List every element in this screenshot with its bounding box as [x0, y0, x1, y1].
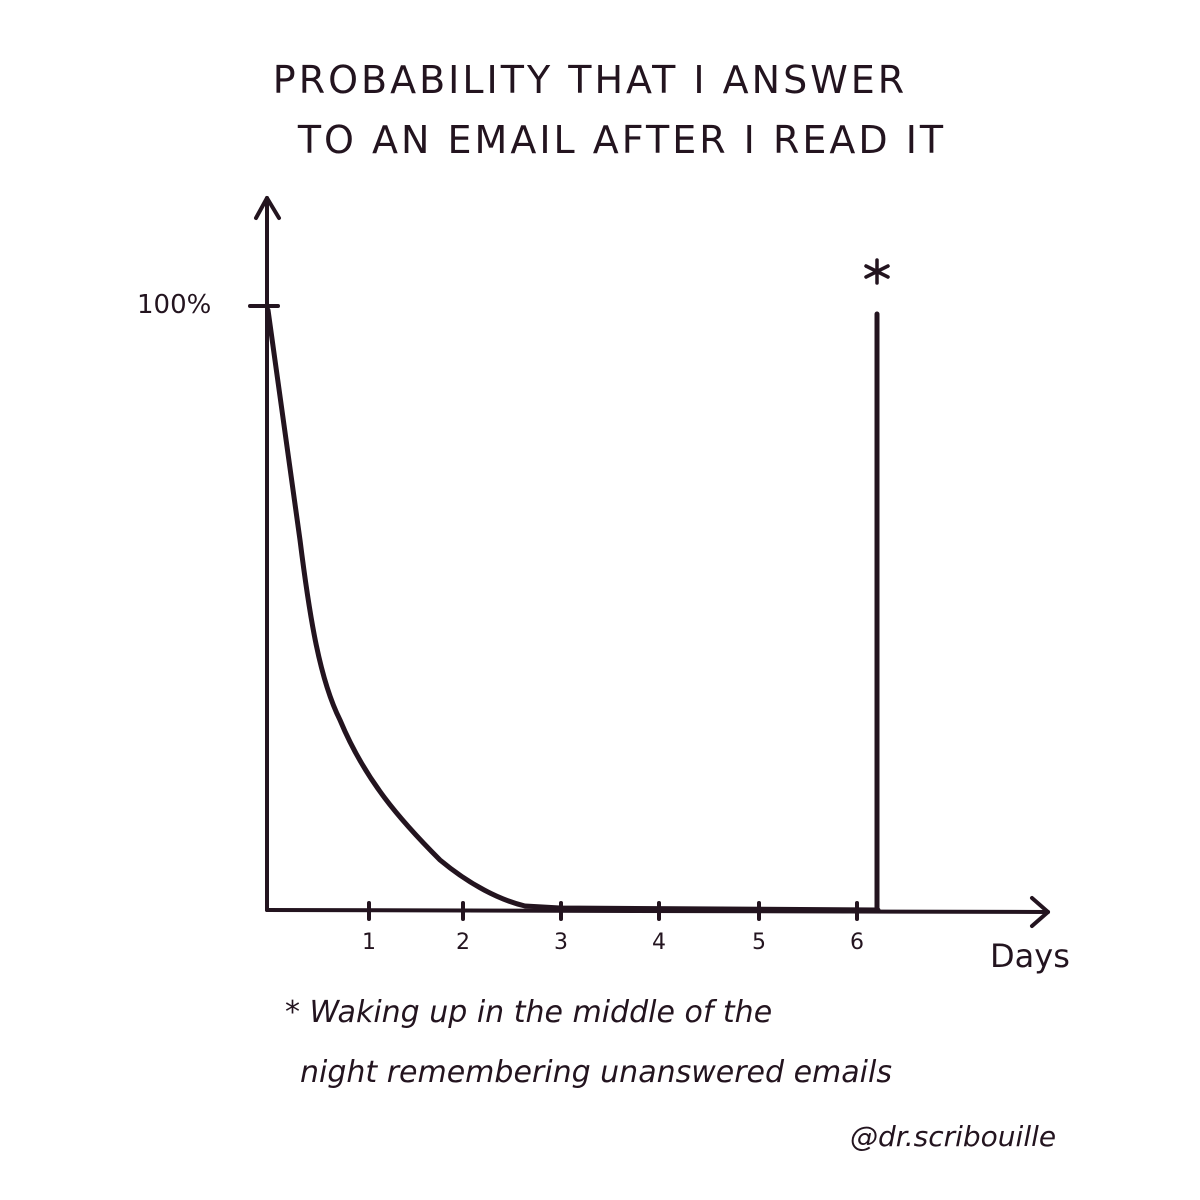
x-axis-arrow-icon: [1030, 896, 1050, 928]
x-tick-label: 5: [752, 930, 766, 955]
x-tick-label: 3: [554, 930, 568, 955]
signature: @dr.scribouille: [850, 1120, 1057, 1153]
x-tick-label: 6: [850, 930, 864, 955]
x-axis-label: Days: [990, 937, 1070, 975]
y-tick-label: 100%: [137, 290, 212, 320]
asterisk-icon: [864, 258, 890, 285]
probability-curve: [265, 307, 881, 913]
x-tick-label: 2: [456, 930, 470, 955]
x-tick-label: 4: [652, 930, 666, 955]
footnote-line-2: night remembering unanswered emails: [300, 1055, 892, 1090]
footnote-line-1: * Waking up in the middle of the: [285, 995, 773, 1030]
chart-title-line-1: PROBABILITY THAT I ANSWER: [272, 58, 908, 102]
chart-title-line-2: TO AN EMAIL AFTER I READ IT: [297, 118, 947, 162]
y-axis-arrow-icon: [254, 196, 281, 220]
x-tick-label: 1: [362, 930, 376, 955]
